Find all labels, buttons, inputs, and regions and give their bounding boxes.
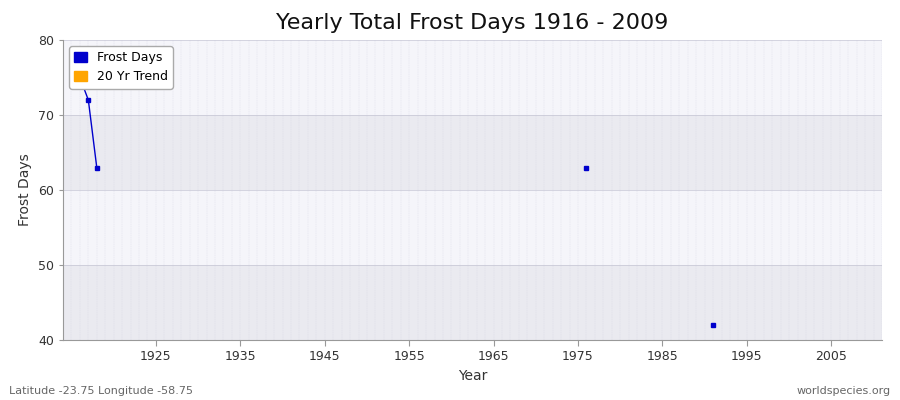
Text: Latitude -23.75 Longitude -58.75: Latitude -23.75 Longitude -58.75: [9, 386, 193, 396]
Bar: [63, 190, 882, 265]
Bar: [63, 40, 882, 115]
Legend: Frost Days, 20 Yr Trend: Frost Days, 20 Yr Trend: [69, 46, 173, 88]
Bar: [63, 115, 882, 190]
X-axis label: Year: Year: [458, 369, 487, 383]
Text: worldspecies.org: worldspecies.org: [796, 386, 891, 396]
Bar: [63, 265, 882, 340]
Y-axis label: Frost Days: Frost Days: [18, 154, 32, 226]
Title: Yearly Total Frost Days 1916 - 2009: Yearly Total Frost Days 1916 - 2009: [276, 13, 669, 33]
